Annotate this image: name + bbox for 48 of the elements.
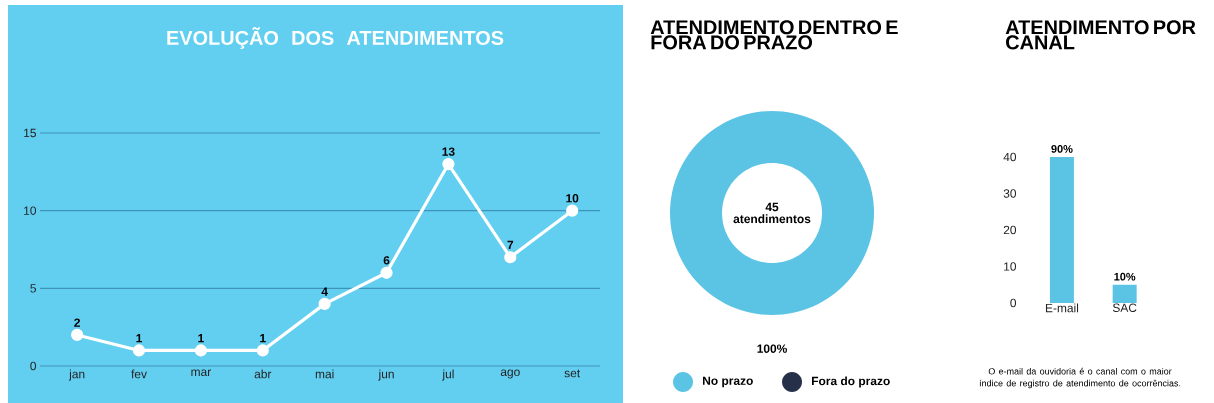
- y-tick-label: 30: [1003, 189, 1017, 198]
- point: [132, 344, 146, 357]
- x-tick-label: mar: [191, 369, 211, 377]
- data-label: 100%: [757, 344, 787, 353]
- point: [318, 297, 331, 310]
- point: [442, 157, 455, 171]
- text: 45 atendimentos: [733, 202, 811, 224]
- x-tick-label: mai: [315, 369, 334, 379]
- y-tick-label: 0: [30, 361, 37, 371]
- x-tick-label: jul: [442, 369, 454, 381]
- data-label: 1: [260, 334, 266, 343]
- x-tick-label: ago: [500, 369, 520, 379]
- point: [380, 266, 393, 279]
- data-label: 1: [198, 334, 204, 343]
- x-tick-label: E-mail: [1045, 303, 1079, 313]
- y-tick-label: 40: [1003, 152, 1017, 162]
- data-label: 1: [136, 334, 142, 343]
- y-tick-label: 10: [1004, 262, 1017, 271]
- annotation: 10%: [1114, 272, 1136, 281]
- point: [194, 344, 207, 357]
- point: [71, 328, 84, 342]
- data-label: 2: [74, 318, 80, 327]
- annotation: 90%: [1051, 145, 1073, 153]
- x-tick-label: SAC: [1112, 303, 1137, 312]
- data-label: 4: [321, 287, 328, 296]
- data-label: 13: [442, 147, 455, 156]
- point: [566, 204, 579, 217]
- chart-title: ATENDIMENTO DENTRO E FORA DO PRAZO: [650, 20, 898, 50]
- chart-title: ATENDIMENTO POR CANAL: [1005, 20, 1196, 50]
- point: [504, 251, 517, 264]
- legend-label: Fora do prazo: [812, 376, 890, 388]
- point: [256, 344, 269, 357]
- x-tick-label: fev: [131, 369, 147, 379]
- x-tick-label: abr: [254, 369, 272, 379]
- data-label: 10: [566, 194, 579, 203]
- chart-title: EVOLUÇÃO DOS ATENDIMENTOS: [167, 27, 504, 49]
- legend-label: No prazo: [703, 376, 753, 388]
- y-tick-label: 0: [1010, 298, 1017, 308]
- data-label: 7: [507, 240, 514, 250]
- x-tick-label: set: [564, 369, 581, 378]
- y-tick-label: 15: [24, 128, 36, 138]
- data-label: 6: [383, 256, 390, 265]
- x-tick-label: jan: [68, 369, 85, 381]
- x-tick-label: jun: [378, 369, 394, 381]
- y-tick-label: 20: [1003, 225, 1017, 235]
- text: O e-mail da ouvidoria é o canal com o maior índice de registro de atendimento de ocorrências.: [979, 367, 1181, 389]
- y-tick-label: 5: [30, 284, 36, 293]
- y-tick-label: 10: [24, 206, 37, 215]
